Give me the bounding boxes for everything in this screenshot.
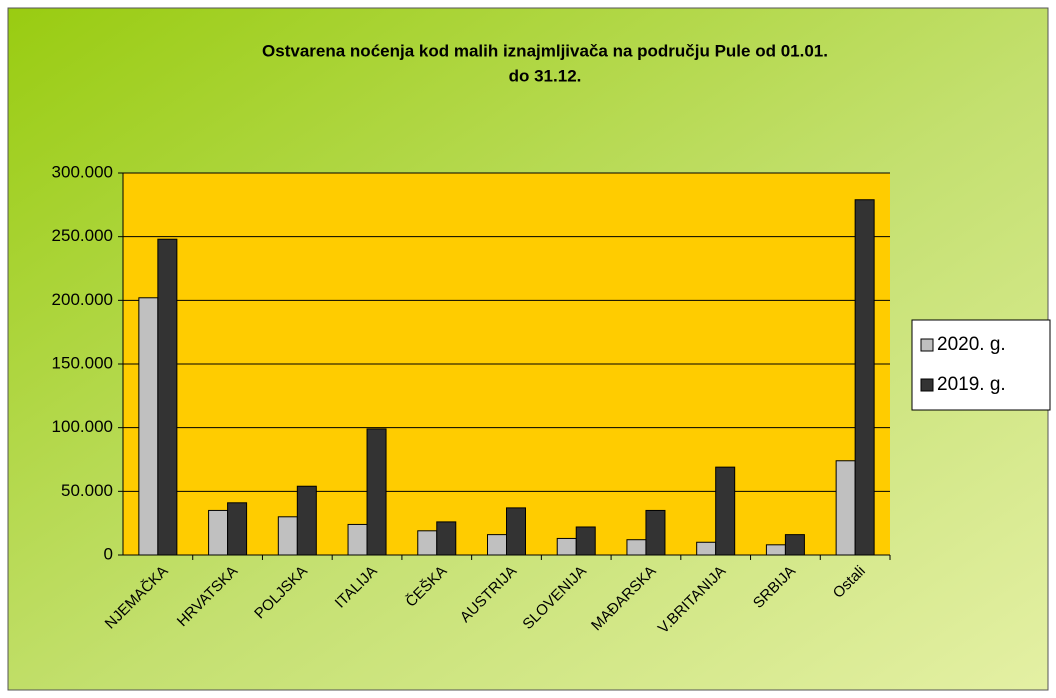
legend-label: 2019. g. [937,374,1006,395]
legend-swatch [920,378,934,392]
y-tick-label: 0 [104,544,113,563]
y-tick-label: 200.000 [52,290,113,309]
legend-swatch [920,338,934,352]
bar [506,507,526,556]
bar [784,534,805,556]
y-tick-label: 50.000 [61,481,113,500]
bar [645,509,666,556]
bar [347,523,368,556]
bar [715,466,736,556]
bar [296,485,317,556]
bar [487,534,507,556]
bar [765,544,786,556]
bar [575,526,596,556]
y-tick-label: 150.000 [52,353,113,372]
y-tick-label: 250.000 [52,226,113,245]
bar [854,199,875,556]
y-tick-label: 100.000 [52,417,113,436]
bar [417,530,438,556]
legend-label: 2020. g. [937,334,1006,355]
bar [227,502,248,556]
bar [208,509,229,556]
bar [366,428,387,556]
bar [138,297,159,556]
chart-subtitle: do 31.12. [509,66,582,85]
bar [835,460,856,556]
chart-title: Ostvarena noćenja kod malih iznajmljivač… [262,41,828,60]
bar [556,537,577,556]
legend-box [911,319,1051,411]
bar [436,521,457,556]
bar [696,541,717,556]
bar [277,516,298,556]
bar [626,539,647,556]
bar [157,238,178,556]
y-tick-label: 300.000 [52,162,113,181]
